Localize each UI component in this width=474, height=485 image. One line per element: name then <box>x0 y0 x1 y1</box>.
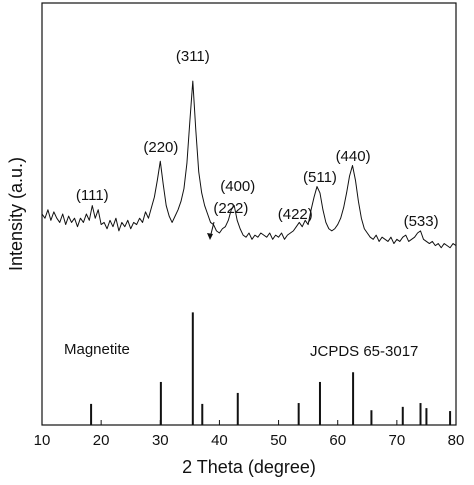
reference-label: JCPDS 65-3017 <box>310 343 418 360</box>
y-axis-title: Intensity (a.u.) <box>6 157 26 271</box>
peak-label: (440) <box>336 148 371 165</box>
arrow-head <box>207 233 213 240</box>
x-tick-label: 60 <box>329 432 346 449</box>
x-axis-title: 2 Theta (degree) <box>182 457 316 477</box>
phase-label: Magnetite <box>64 341 130 358</box>
peak-label: (311) <box>176 48 210 65</box>
x-tick-label: 10 <box>34 432 51 449</box>
x-tick-label: 70 <box>389 432 406 449</box>
peak-label: (422) <box>278 206 313 223</box>
x-tick-label: 80 <box>448 432 465 449</box>
peak-label: (222) <box>213 200 248 217</box>
x-tick-label: 50 <box>270 432 287 449</box>
peak-label: (111) <box>76 187 109 204</box>
peak-label: (220) <box>143 139 178 156</box>
x-tick-label: 20 <box>93 432 110 449</box>
peak-label: (400) <box>220 178 255 195</box>
plot-frame <box>41 2 457 426</box>
x-tick-label: 40 <box>211 432 228 449</box>
x-tick-label: 30 <box>152 432 169 449</box>
xrd-trace <box>41 80 457 249</box>
peak-label: (511) <box>303 169 337 186</box>
peak-label: (533) <box>404 213 439 230</box>
